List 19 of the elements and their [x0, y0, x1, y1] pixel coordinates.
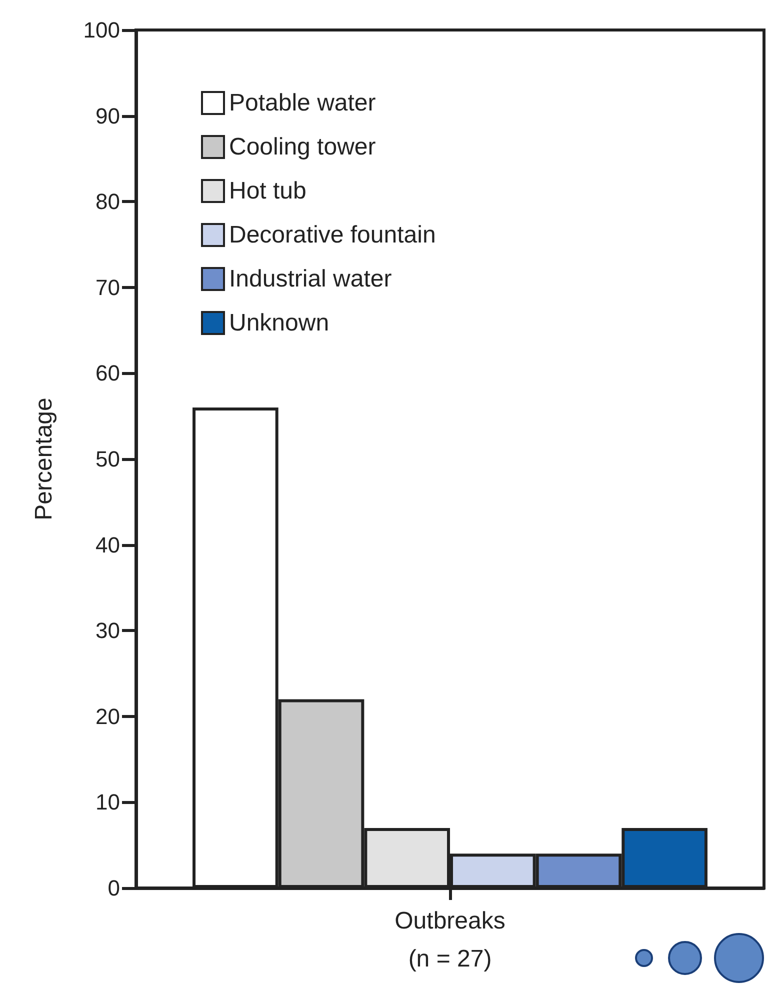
y-axis-title: Percentage — [30, 398, 58, 520]
legend-label: Hot tub — [229, 178, 306, 204]
y-tick-label: 30 — [96, 618, 120, 644]
y-tick-label: 20 — [96, 704, 120, 729]
y-tick-label: 100 — [83, 18, 120, 42]
y-tick-label: 40 — [96, 532, 120, 558]
y-tick-label: 10 — [96, 790, 120, 815]
legend-label: Potable water — [229, 90, 376, 116]
legend-label: Decorative fountain — [229, 222, 436, 248]
y-tick-label: 0 — [108, 876, 120, 900]
y-tick-label: 50 — [96, 446, 120, 472]
y-tick-label: 60 — [96, 360, 120, 386]
legend-label: Cooling tower — [229, 134, 376, 160]
x-tick-label: Outbreaks (n = 27) — [394, 908, 506, 972]
y-tick-label: 90 — [96, 103, 120, 128]
legend-label: Industrial water — [229, 266, 392, 292]
legend-label: Unknown — [229, 310, 330, 336]
y-tick-label: 70 — [96, 274, 120, 300]
y-tick-label: 80 — [96, 189, 120, 214]
